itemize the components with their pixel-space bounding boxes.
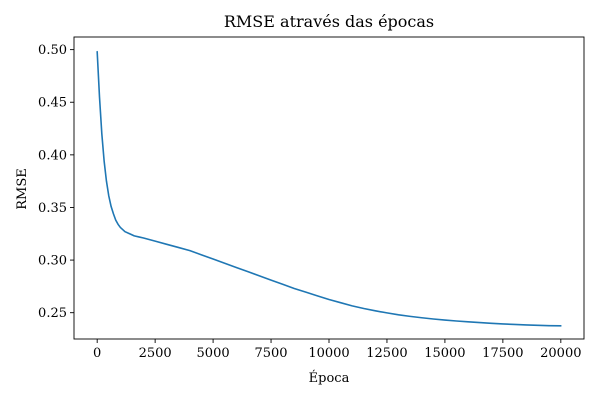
chart-title: RMSE através das épocas	[224, 12, 434, 31]
x-tick-label: 5000	[197, 346, 230, 361]
x-tick-label: 0	[93, 346, 101, 361]
x-tick-label: 12500	[366, 346, 407, 361]
y-tick-label: 0.40	[38, 148, 67, 163]
x-tick-label: 17500	[482, 346, 523, 361]
plot-area: 0 2500 5000 7500 10000 12500 15000 17500 20000 0.…	[38, 36, 585, 361]
x-tick-label: 7500	[254, 346, 287, 361]
y-tick-label: 0.25	[38, 306, 67, 321]
x-tick-label: 2500	[139, 346, 172, 361]
x-tick-label: 20000	[540, 346, 581, 361]
y-axis-label: RMSE	[15, 168, 30, 210]
y-tick-label: 0.30	[38, 254, 67, 269]
x-tick-label: 10000	[308, 346, 349, 361]
x-axis-label: Época	[309, 370, 350, 386]
x-tick-label: 15000	[424, 346, 465, 361]
y-tick-label: 0.50	[38, 43, 67, 58]
y-tick-label: 0.45	[38, 96, 67, 111]
series-line-0	[96, 50, 562, 327]
plot-frame	[73, 36, 585, 340]
y-tick-label: 0.35	[38, 201, 67, 216]
